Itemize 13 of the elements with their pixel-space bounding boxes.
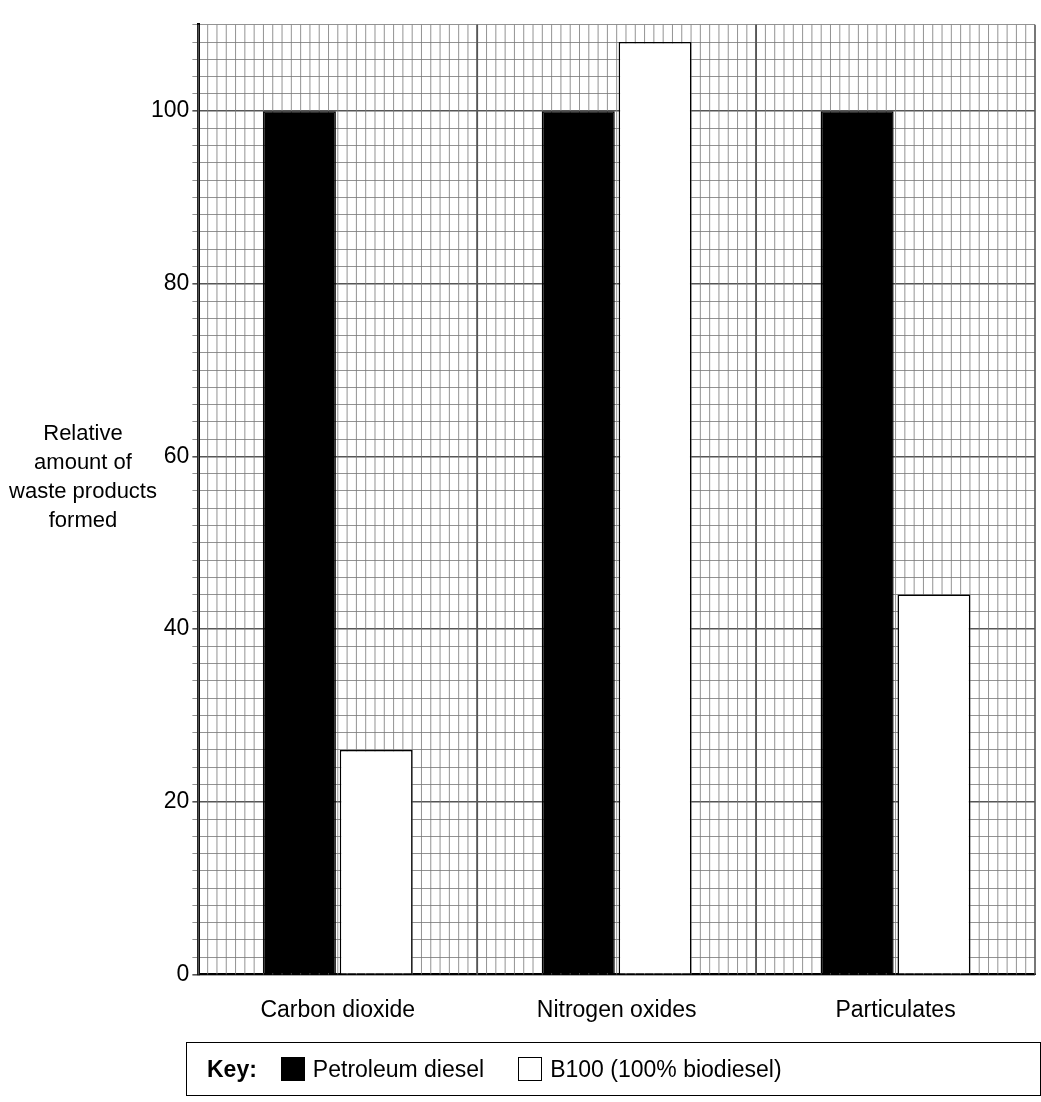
y-tick-label: 0 [176, 959, 190, 986]
y-tick-label: 20 [163, 787, 190, 814]
y-axis-title: Relative amount of waste products formed [8, 419, 158, 534]
y-tick-label: 100 [151, 96, 190, 123]
x-tick-label: Nitrogen oxides [536, 995, 697, 1022]
legend-label: Petroleum diesel [312, 1055, 485, 1083]
x-tick-label: Carbon dioxide [260, 995, 416, 1022]
y-tick-label: 80 [163, 269, 190, 296]
x-tick-label: Particulates [835, 995, 956, 1022]
legend-title: Key: [207, 1055, 257, 1083]
legend-label: B100 (100% biodiesel) [550, 1055, 782, 1083]
y-tick-label: 60 [163, 441, 190, 468]
y-tick-label: 40 [163, 614, 190, 641]
